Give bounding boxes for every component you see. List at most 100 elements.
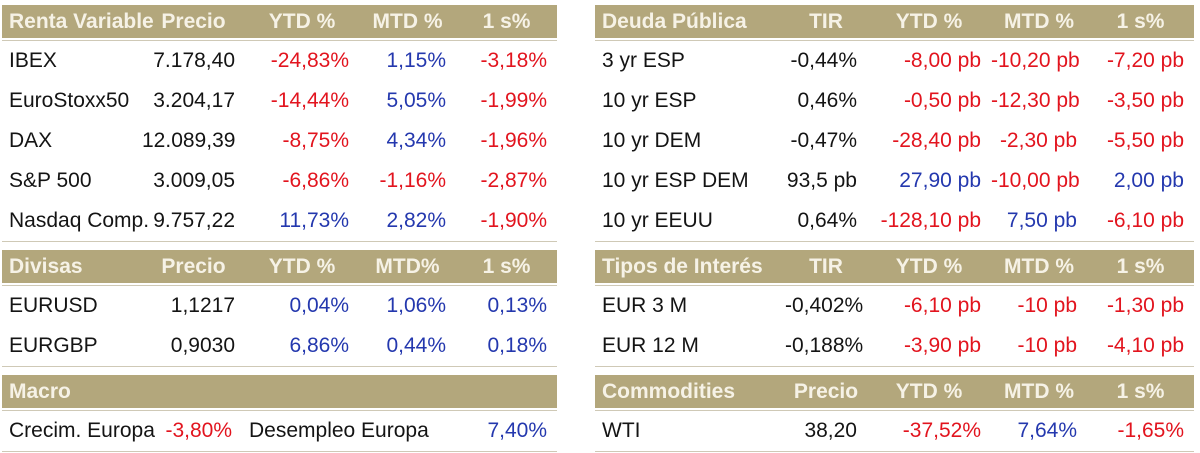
value-cell: 38,20 [804,419,857,442]
column-header: 1 s% [482,9,531,33]
table-row: 10 yr ESP 0,46% -0,50 pb -12,30 pb -3,50 pb [595,81,1194,121]
table-row: EURGBP 0,9030 6,86% 0,44% 0,18% [2,326,557,366]
value-cell: -6,86% [282,169,349,192]
table-row: EuroStoxx50 3.204,17 -14,44% 5,05% -1,99% [2,81,557,121]
section-title: Divisas [9,254,83,278]
value-cell: 7,64% [1017,419,1077,442]
row-label: EuroStoxx50 [9,89,130,112]
value-cell: 1,06% [386,294,446,317]
value-cell: -8,75% [282,129,349,152]
section-title: Deuda Pública [602,9,747,33]
value-cell: -8,00 pb [903,49,981,72]
right-column: Deuda Pública TIR YTD % MTD % 1 s% 3 yr ESP… [595,5,1194,453]
table-row: EURUSD 1,1217 0,04% 1,06% 0,13% [2,286,557,326]
table-body: Crecim. Europa -3,80% Desempleo Europa 7,40… [2,410,557,452]
value-cell: 0,13% [487,294,547,317]
column-header: MTD % [1004,379,1074,403]
value-cell: -7,20 pb [1106,49,1184,72]
table-row: Crecim. Europa -3,80% Desempleo Europa 7,40… [2,411,557,451]
value-cell: -1,30 pb [1106,294,1184,317]
value-cell: 3.204,17 [153,89,235,112]
value-cell: -10,00 pb [991,169,1080,192]
value-cell: -0,188% [785,334,864,357]
table-body: WTI 38,20 -37,52% 7,64% -1,65% [595,410,1194,452]
value-cell: -2,87% [480,169,547,192]
column-header: YTD % [895,254,963,278]
table-body: EUR 3 M -0,402% -6,10 pb -10 pb -1,30 pb EUR … [595,285,1194,367]
table-body: EURUSD 1,1217 0,04% 1,06% 0,13% EURGBP 0,9030 6… [2,285,557,367]
value-cell: 0,46% [797,89,857,112]
value-cell: -3,18% [480,49,547,72]
value-cell: 3.009,05 [153,169,235,192]
value-cell: -10 pb [1017,294,1077,317]
value-cell: -0,50 pb [903,89,981,112]
value-cell: -6,10 pb [1106,209,1184,232]
column-header: 1 s% [1116,254,1165,278]
value-cell: 27,90 pb [899,169,981,192]
column-header: 1 s% [1116,9,1165,33]
section-commodities: Commodities Precio YTD % MTD % 1 s% WTI 38,2… [595,375,1194,452]
table-row: 10 yr DEM -0,47% -28,40 pb -2,30 pb -5,50 pb [595,121,1194,161]
column-header: MTD % [1004,254,1074,278]
column-header: 1 s% [1116,379,1165,403]
row-label: IBEX [9,49,57,72]
value-cell: -6,10 pb [903,294,981,317]
section-title: Commodities [602,379,736,403]
table-row: DAX 12.089,39 -8,75% 4,34% -1,96% [2,121,557,161]
value-cell: 5,05% [386,89,446,112]
table-row: EUR 3 M -0,402% -6,10 pb -10 pb -1,30 pb [595,286,1194,326]
left-column: Renta Variable Precio YTD % MTD % 1 s% IBEX… [2,5,557,453]
row-label: 10 yr ESP [602,89,697,112]
value-cell: -3,50 pb [1106,89,1184,112]
value-cell: -12,30 pb [991,89,1080,112]
value-cell: -4,10 pb [1106,334,1184,357]
value-cell: -2,30 pb [999,129,1077,152]
column-header: Precio [161,9,226,33]
table-row: EUR 12 M -0,188% -3,90 pb -10 pb -4,10 pb [595,326,1194,366]
column-header: YTD % [895,9,963,33]
value-cell: -1,16% [379,169,446,192]
column-header: YTD % [268,9,336,33]
value-cell: -24,83% [270,49,349,72]
table-row: Nasdaq Comp. 9.757,22 11,73% 2,82% -1,90% [2,201,557,241]
section-header-macro: Macro [2,375,557,408]
section-title: Macro [9,379,71,403]
value-cell: -14,44% [270,89,349,112]
value-cell: -10,20 pb [991,49,1080,72]
value-cell: 7,40% [487,419,547,442]
column-header: TIR [809,9,843,33]
value-cell: -1,90% [480,209,547,232]
column-header: YTD % [268,254,336,278]
section-renta-variable: Renta Variable Precio YTD % MTD % 1 s% IBEX… [2,5,557,242]
value-cell: -3,80% [165,419,232,442]
section-macro: Macro Crecim. Europa -3,80% Desempleo Euro… [2,375,557,452]
value-cell: 0,18% [487,334,547,357]
row-label: DAX [9,129,53,152]
row-label: EURUSD [9,294,98,317]
row-label: 10 yr EEUU [602,209,713,232]
value-cell: -128,10 pb [880,209,981,232]
value-cell: 0,04% [289,294,349,317]
column-header: TIR [809,254,843,278]
section-title: Renta Variable [9,9,154,33]
section-deuda-publica: Deuda Pública TIR YTD % MTD % 1 s% 3 yr ESP… [595,5,1194,242]
table-row: 3 yr ESP -0,44% -8,00 pb -10,20 pb -7,20 pb [595,41,1194,81]
value-cell: 7.178,40 [153,49,235,72]
value-cell: 7,50 pb [1006,209,1077,232]
section-divisas: Divisas Precio YTD % MTD% 1 s% EURUSD 1,1217… [2,250,557,367]
row-label: WTI [602,419,641,442]
section-title: Tipos de Interés [602,254,763,278]
value-cell: -1,65% [1117,419,1184,442]
column-header: YTD % [895,379,963,403]
row-label: Desempleo Europa [249,419,429,442]
section-header-deuda-publica: Deuda Pública TIR YTD % MTD % 1 s% [595,5,1194,38]
value-cell: -5,50 pb [1106,129,1184,152]
section-header-renta-variable: Renta Variable Precio YTD % MTD % 1 s% [2,5,557,38]
value-cell: 2,82% [386,209,446,232]
column-header: MTD% [375,254,440,278]
value-cell: 0,9030 [170,334,235,357]
column-header: MTD % [1004,9,1074,33]
section-tipos-de-interes: Tipos de Interés TIR YTD % MTD % 1 s% EUR 3… [595,250,1194,367]
section-header-commodities: Commodities Precio YTD % MTD % 1 s% [595,375,1194,408]
row-label: EUR 3 M [602,294,688,317]
